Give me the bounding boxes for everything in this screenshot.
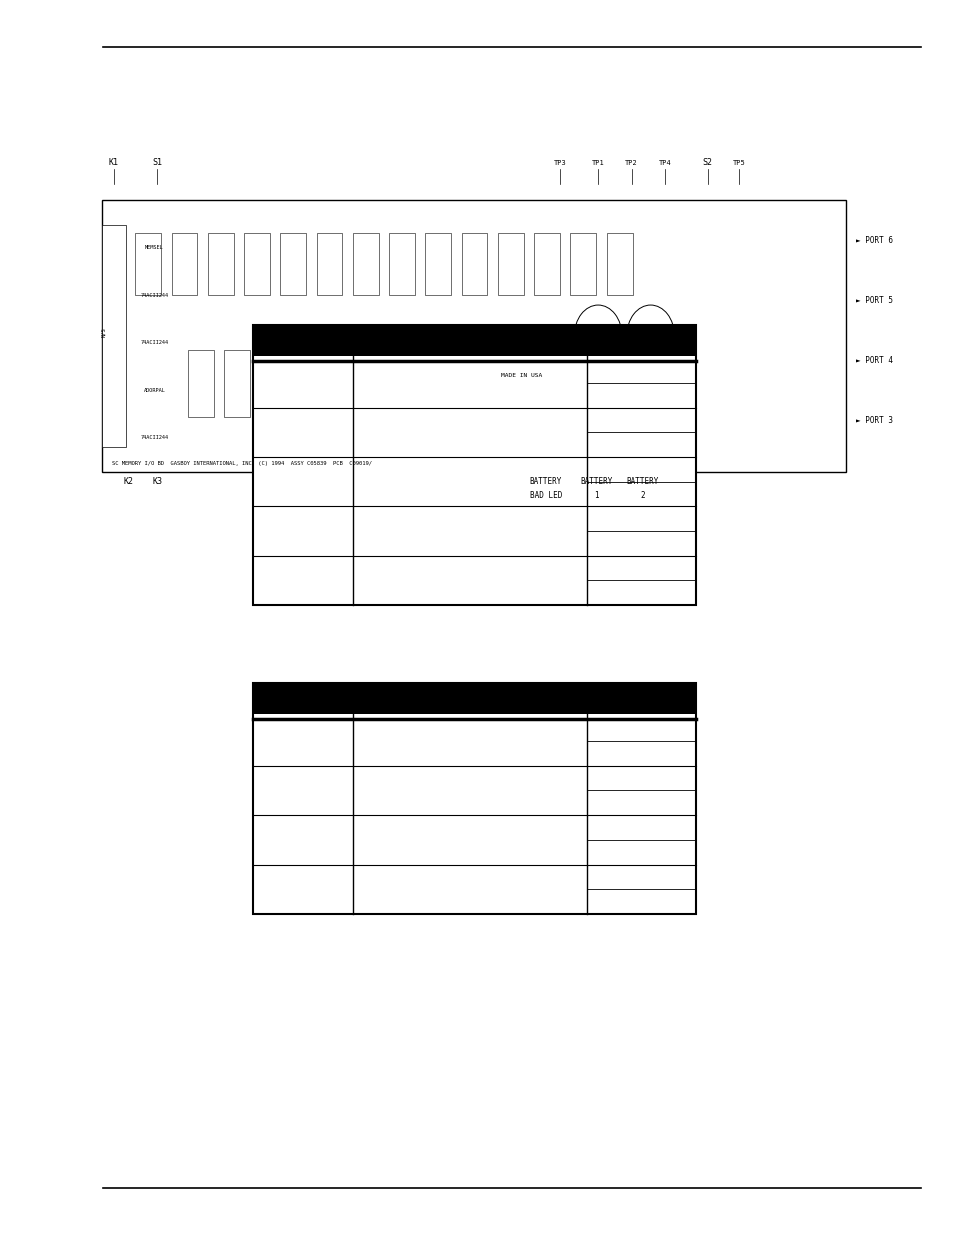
Bar (260, 350, 286, 417)
Bar (514, 350, 539, 417)
Text: ADORPAL: ADORPAL (144, 388, 165, 393)
Text: BATTERY: BATTERY (626, 477, 659, 487)
Text: S1: S1 (152, 158, 162, 168)
Bar (253, 325, 696, 356)
Bar (570, 232, 596, 295)
Bar (606, 232, 632, 295)
Text: 2: 2 (640, 490, 644, 500)
Text: N/S: N/S (101, 327, 107, 337)
Bar (477, 350, 503, 417)
Text: TP5: TP5 (732, 161, 745, 167)
Text: TP1: TP1 (591, 161, 604, 167)
Text: TP2: TP2 (624, 161, 638, 167)
Bar (172, 232, 197, 295)
Text: 74ACII244: 74ACII244 (140, 340, 169, 345)
Text: K3: K3 (152, 477, 162, 487)
Text: BATTERY: BATTERY (579, 477, 612, 487)
Bar (102, 225, 126, 447)
Text: ► PORT 3: ► PORT 3 (855, 416, 892, 425)
Bar (296, 350, 322, 417)
Bar (135, 232, 161, 295)
Text: ► PORT 4: ► PORT 4 (855, 356, 892, 364)
Text: SC MEMORY I/O BD  GASBOY INTERNATIONAL, INC. (C) 1994  ASSY C05839  PCB  C09019/: SC MEMORY I/O BD GASBOY INTERNATIONAL, I… (112, 461, 372, 466)
Bar (461, 232, 487, 295)
Text: 74ACII244: 74ACII244 (140, 435, 169, 440)
Text: 1: 1 (594, 490, 598, 500)
Text: ► PORT 6: ► PORT 6 (855, 236, 892, 246)
Bar (333, 350, 358, 417)
Bar (405, 350, 431, 417)
Bar (586, 350, 612, 417)
Bar (224, 350, 250, 417)
Text: K1: K1 (109, 158, 118, 168)
Bar (253, 325, 696, 605)
Bar (425, 232, 451, 295)
Bar (534, 232, 559, 295)
Text: TP4: TP4 (658, 161, 671, 167)
Bar (188, 350, 213, 417)
Bar (102, 200, 845, 472)
Text: BATTERY: BATTERY (529, 477, 561, 487)
Bar (389, 232, 415, 295)
Bar (441, 350, 467, 417)
Bar (316, 232, 342, 295)
Text: MEMSEL: MEMSEL (145, 245, 164, 249)
Text: S2: S2 (702, 158, 712, 168)
Bar (497, 232, 523, 295)
Bar (208, 232, 233, 295)
Bar (353, 232, 378, 295)
Bar (253, 683, 696, 914)
Text: K2: K2 (124, 477, 133, 487)
Bar (550, 350, 576, 417)
Bar (244, 232, 270, 295)
Bar (280, 232, 306, 295)
Text: TP3: TP3 (553, 161, 566, 167)
Text: ► PORT 5: ► PORT 5 (855, 296, 892, 305)
Bar (253, 543, 696, 574)
Text: 74ACII244: 74ACII244 (140, 293, 169, 298)
Text: MADE IN USA: MADE IN USA (500, 373, 542, 378)
Bar (253, 683, 696, 714)
Text: BAD LED: BAD LED (529, 490, 561, 500)
Bar (369, 350, 395, 417)
